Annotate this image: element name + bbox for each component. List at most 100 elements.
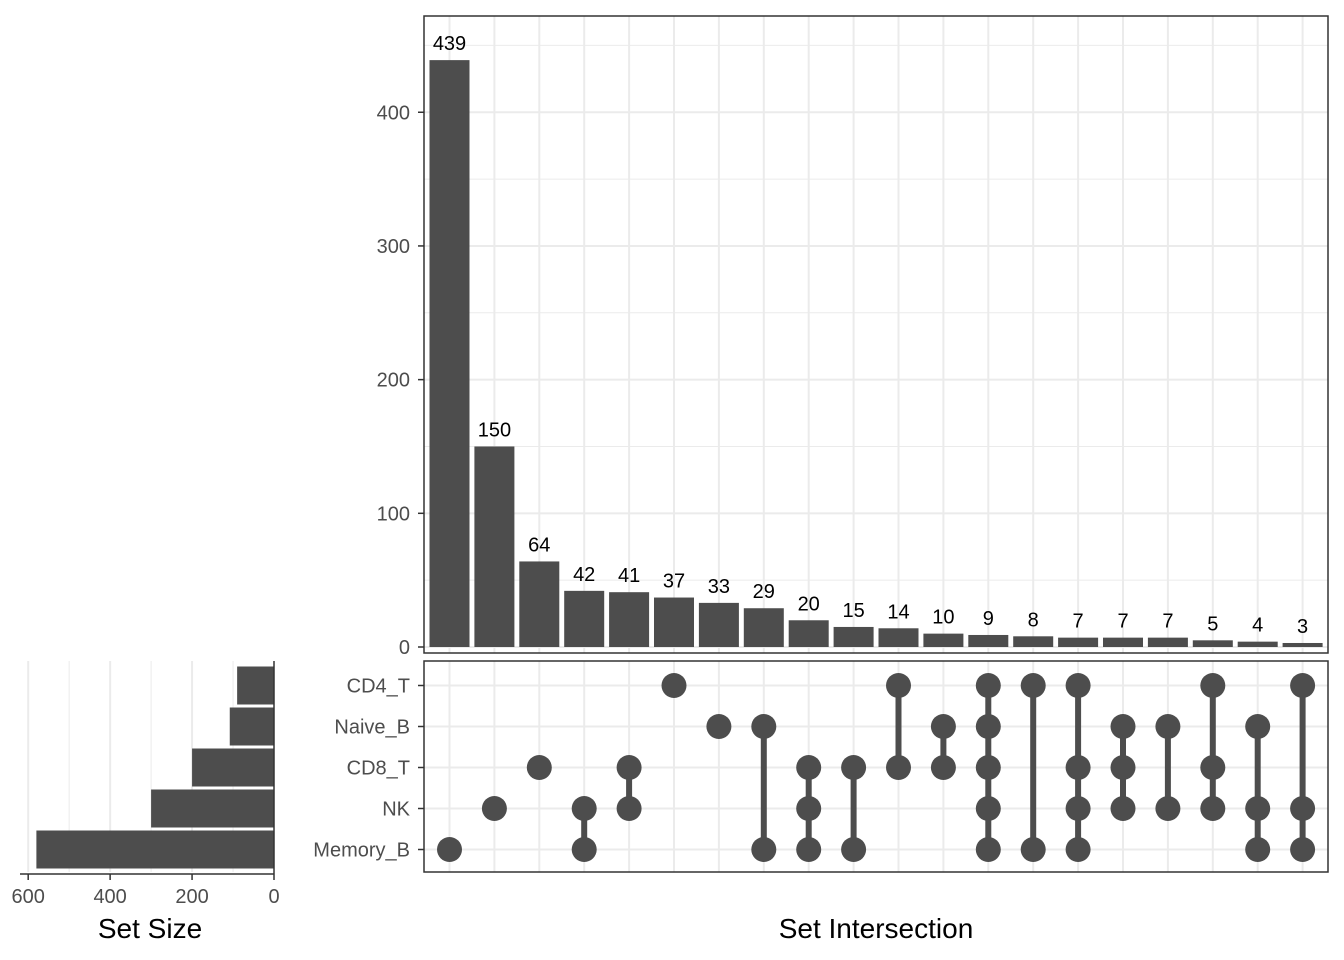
intersection-bar <box>474 446 515 647</box>
intersection-bar-label: 7 <box>1073 611 1084 633</box>
intersection-bar-label: 41 <box>618 565 640 587</box>
intersection-bar <box>833 626 874 647</box>
size-tick-label: 0 <box>268 886 279 908</box>
matrix-dot <box>975 837 1001 862</box>
intersection-bar-label: 5 <box>1207 613 1218 635</box>
intersection-bar <box>654 597 694 647</box>
set-size-bar <box>151 789 274 828</box>
matrix-dot <box>841 837 867 862</box>
y-tick-label: 300 <box>377 236 410 258</box>
intersection-bar-label: 150 <box>478 419 511 441</box>
intersection-bar-label: 7 <box>1162 611 1173 633</box>
intersection-panel-border <box>423 15 1329 654</box>
intersection-bar-label: 7 <box>1117 611 1128 633</box>
size-tick-label: 400 <box>93 886 126 908</box>
intersection-bar <box>1282 642 1323 647</box>
set-label: Memory_B <box>313 840 410 862</box>
intersection-bar <box>1192 640 1233 647</box>
set-label: NK <box>382 799 410 821</box>
intersection-bar <box>743 608 784 647</box>
intersection-bar-label: 29 <box>753 581 775 603</box>
matrix-dot <box>661 673 687 698</box>
intersection-bar-label: 4 <box>1252 615 1263 637</box>
intersection-bar <box>698 602 739 647</box>
matrix-dot <box>1290 837 1316 862</box>
matrix-dot <box>796 796 822 821</box>
matrix-dot <box>796 837 822 862</box>
matrix-dot <box>886 673 911 698</box>
set-size-bar <box>229 707 274 746</box>
set-size-bar <box>192 748 274 787</box>
matrix-dot <box>751 714 777 739</box>
matrix-dot <box>1245 796 1271 821</box>
intersection-bar-label: 37 <box>663 571 685 593</box>
intersection-bar-label: 33 <box>708 576 730 598</box>
matrix-dot <box>571 837 597 862</box>
matrix-dot <box>1290 673 1316 698</box>
matrix-dot <box>930 755 956 780</box>
intersection-bar <box>878 628 919 647</box>
intersection-bar-label: 3 <box>1297 616 1308 638</box>
matrix-dot <box>1110 714 1136 739</box>
size-tick-label: 600 <box>12 886 45 908</box>
matrix-dot <box>1245 837 1271 862</box>
intersection-bar-label: 64 <box>528 534 550 556</box>
matrix-dot <box>1065 837 1091 862</box>
matrix-panel-border <box>423 660 1329 873</box>
matrix-dot <box>975 714 1001 739</box>
matrix-dot <box>1290 796 1316 821</box>
matrix-dot <box>1110 796 1136 821</box>
matrix-dot <box>1065 755 1091 780</box>
set-size-bar <box>237 666 274 705</box>
intersection-bar <box>788 620 829 647</box>
matrix-dot <box>1155 796 1181 821</box>
matrix-dot <box>796 755 822 780</box>
matrix-dot <box>1020 837 1046 862</box>
matrix-dot <box>1155 714 1181 739</box>
set-size-axis-title: Set Size <box>98 913 202 944</box>
intersection-bar <box>564 590 605 647</box>
matrix-dot <box>975 673 1001 698</box>
matrix-dot <box>616 796 642 821</box>
set-label: Naive_B <box>334 717 410 739</box>
matrix-dot <box>616 755 642 780</box>
matrix-dot <box>481 796 507 821</box>
intersection-bar-label: 42 <box>573 564 595 586</box>
matrix-dot <box>1110 755 1136 780</box>
matrix-dot <box>751 837 777 862</box>
matrix-dot <box>571 796 597 821</box>
matrix-dot <box>886 755 911 780</box>
intersection-bar-label: 10 <box>932 607 954 629</box>
matrix-dot <box>975 755 1001 780</box>
intersection-bar <box>1013 636 1054 647</box>
intersection-bar-label: 15 <box>842 600 864 622</box>
intersection-bar <box>1058 637 1099 647</box>
intersection-bar <box>1147 637 1188 647</box>
matrix-dot <box>841 755 867 780</box>
matrix-dot <box>1065 673 1091 698</box>
matrix-dot <box>706 714 732 739</box>
intersection-bar <box>923 633 964 647</box>
matrix-dot <box>437 837 462 862</box>
set-size-bar <box>36 830 274 869</box>
y-tick-label: 400 <box>377 102 410 124</box>
y-tick-label: 0 <box>399 637 410 659</box>
set-label: CD4_T <box>347 676 410 698</box>
marks-layer <box>20 15 1329 875</box>
matrix-dot <box>1200 755 1226 780</box>
matrix-dot <box>975 796 1001 821</box>
matrix-dot <box>1020 673 1046 698</box>
intersection-bar <box>519 561 560 647</box>
matrix-dot <box>526 755 552 780</box>
y-tick-label: 200 <box>377 370 410 392</box>
set-intersection-axis-title: Set Intersection <box>779 913 974 944</box>
intersection-bar-label: 14 <box>887 601 909 623</box>
matrix-dot <box>1200 673 1226 698</box>
set-label: CD8_T <box>347 758 410 780</box>
intersection-bar-label: 9 <box>983 608 994 630</box>
y-tick-label: 100 <box>377 503 410 525</box>
intersection-bar <box>609 592 650 647</box>
matrix-dot <box>1065 796 1091 821</box>
